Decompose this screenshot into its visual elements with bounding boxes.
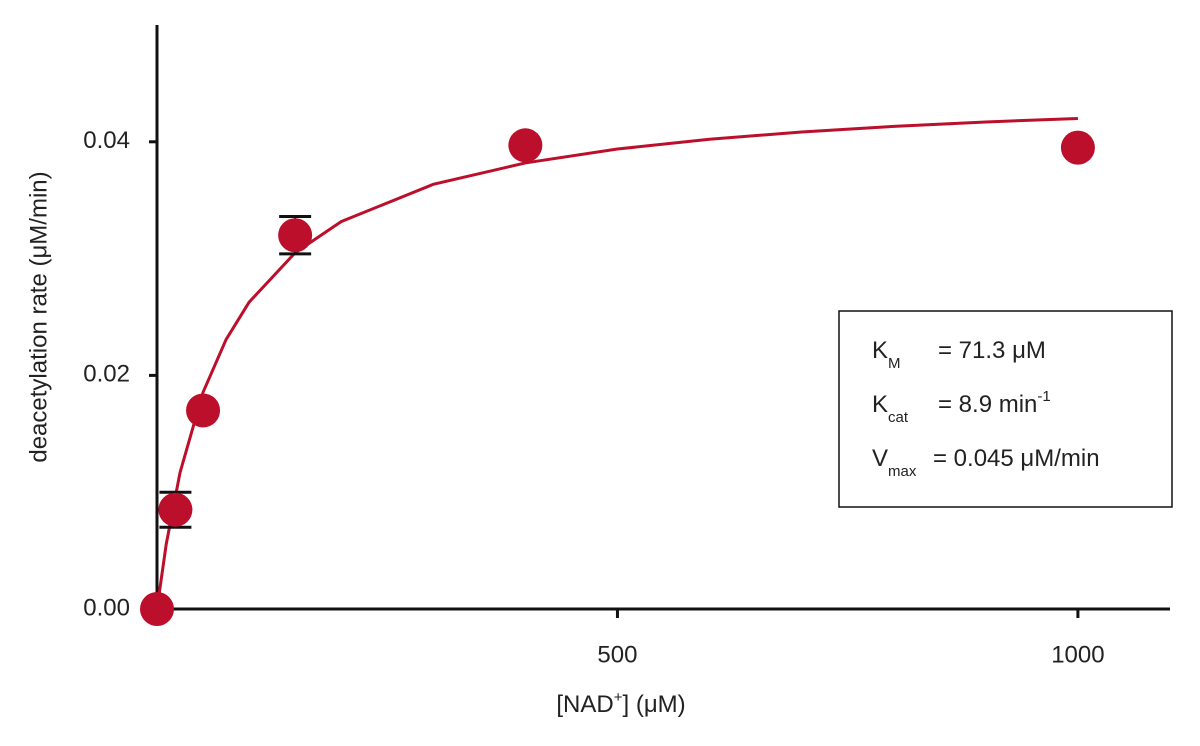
x-label-part: [NAD — [556, 691, 613, 718]
annotation-subscript: M — [888, 355, 901, 372]
x-tick-label: 1000 — [1051, 641, 1104, 668]
annotation-subscript: max — [888, 463, 917, 480]
y-axis-label: deacetylation rate (μM/min) — [25, 171, 52, 462]
data-point — [140, 592, 174, 626]
annotation-value: = 0.045 μM/min — [933, 445, 1100, 472]
x-tick-label: 500 — [597, 641, 637, 668]
annotation-line: Kcat = 8.9 min-1 — [872, 388, 1051, 426]
fit-line — [155, 116, 1078, 610]
annotation-line: Vmax = 0.045 μM/min — [872, 445, 1100, 480]
annotation-line: KM = 71.3 μM — [872, 337, 1046, 372]
data-point — [186, 393, 221, 428]
y-tick-label: 0.02 — [83, 361, 130, 388]
data-point — [158, 492, 193, 527]
annotation-value: = 71.3 μM — [938, 337, 1046, 364]
data-point — [1060, 130, 1095, 165]
x-label-superscript: + — [614, 689, 623, 706]
annotation-superscript: -1 — [1037, 388, 1050, 405]
data-point — [508, 128, 543, 163]
x-axis-label: [NAD+] (μM) — [556, 689, 685, 718]
x-label-part: ] (μM) — [622, 691, 685, 718]
annotation-symbol: K — [872, 391, 888, 418]
annotation-value: = 8.9 min — [938, 391, 1037, 418]
y-tick-label: 0.00 — [83, 594, 130, 621]
y-tick-label: 0.04 — [83, 127, 130, 154]
annotation-box — [838, 310, 1173, 508]
annotation-symbol: V — [872, 445, 888, 472]
annotation-symbol: K — [872, 337, 888, 364]
annotation-subscript: cat — [888, 409, 909, 426]
data-point — [278, 218, 313, 253]
